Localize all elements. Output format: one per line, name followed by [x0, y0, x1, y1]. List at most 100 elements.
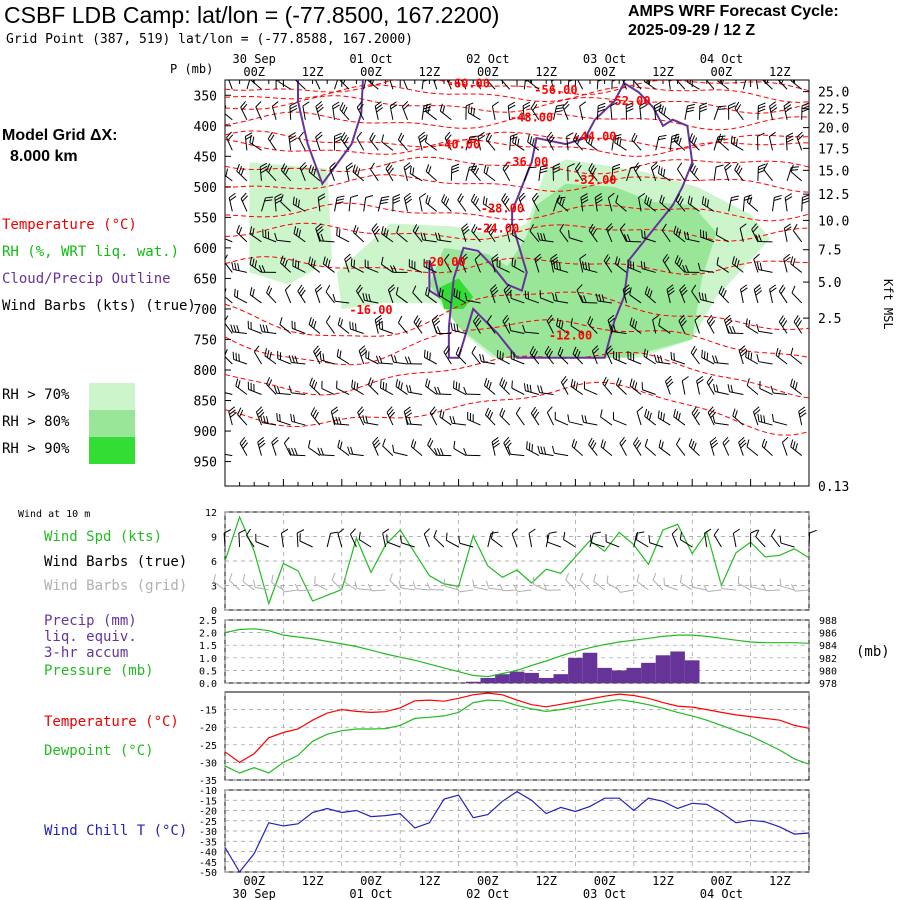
wind-barb	[353, 231, 365, 243]
wind-barb	[267, 138, 277, 151]
wind-barb	[225, 262, 233, 273]
surface-wind-barb	[423, 533, 430, 548]
wind-barb-flag	[444, 253, 450, 261]
wind-barb-flag	[605, 345, 612, 352]
wind-barb-flag	[374, 442, 381, 449]
bottom-date-label: 03 Oct	[583, 887, 626, 900]
surface-wind-barb-flag	[671, 528, 678, 535]
wind-barb	[527, 141, 540, 151]
wind-barb-flag	[260, 168, 268, 174]
wind-barb	[591, 350, 598, 365]
wind-barb-flag	[591, 442, 597, 450]
wind-barb	[337, 324, 350, 334]
grid-wind-barb-flag	[213, 574, 216, 582]
wind-barb-flag	[529, 384, 532, 393]
surface-wind-barb-flag	[296, 529, 305, 534]
wind-barb-flag	[799, 409, 806, 415]
wind-barb	[706, 321, 715, 334]
grid-wind-barb-flag	[690, 579, 694, 588]
wind-barb-flag	[322, 256, 326, 265]
wind-barb	[745, 325, 759, 334]
wind-barb	[700, 299, 715, 304]
wind-barb	[713, 136, 719, 151]
wind-barb-flag	[446, 134, 452, 141]
grid-wind-barb	[344, 581, 357, 591]
wind-barb	[364, 299, 379, 304]
wind-barb	[746, 446, 759, 456]
wind-barb-flag	[720, 287, 725, 296]
surface-wind-barb	[649, 542, 664, 548]
grid-wind-barb	[271, 581, 284, 591]
wind-barb-flag	[423, 232, 427, 241]
wind-barb-flag	[493, 442, 500, 449]
wind-barb-flag	[747, 350, 750, 359]
temperature-contour	[225, 319, 809, 366]
surface-wind-barb-flag	[755, 529, 760, 537]
wind-barb-flag	[608, 192, 615, 199]
wind-barb-flag	[271, 436, 278, 443]
bottom-hour-label: 00Z	[360, 874, 382, 888]
wind-barb-flag	[442, 105, 446, 114]
wind-barb-flag	[241, 195, 248, 202]
surface-wind-barb	[680, 539, 693, 548]
wind-barb	[587, 322, 598, 334]
wind-barb-flag	[420, 232, 424, 241]
wind-barb-flag	[559, 223, 565, 231]
wind-barb-flag	[567, 414, 570, 422]
top-hour-label: 12Z	[535, 65, 557, 79]
wind-barb-flag	[657, 165, 661, 174]
wind-barb-flag	[452, 416, 456, 424]
wind-barb-flag	[762, 72, 765, 79]
wind-barb	[503, 442, 511, 456]
precip-panel-ytick-label: 0.5	[199, 666, 217, 677]
grid-wind-barb	[593, 580, 605, 591]
wind-barb-flag	[784, 104, 792, 110]
wind-barb-flag	[537, 445, 541, 454]
top-hour-label: 12Z	[652, 65, 674, 79]
wind-barb-flag	[610, 101, 618, 107]
wind-barb-flag	[221, 104, 223, 111]
temperature-contour	[225, 84, 809, 103]
wind-barb	[232, 331, 247, 334]
surface-wind-barb-flag	[589, 535, 592, 543]
wind-barb-flag	[744, 194, 752, 198]
wind-barb	[511, 387, 525, 395]
wind-barb-flag	[489, 412, 494, 420]
wind-barb	[439, 295, 452, 304]
wind-barb-flag	[674, 255, 679, 263]
wind-barb-flag	[769, 284, 777, 290]
wind-barb-flag	[371, 223, 378, 230]
legend-cloud: Cloud/Precip Outline	[2, 271, 171, 287]
legend-rh90-label: RH > 90%	[2, 441, 70, 457]
wind-barb	[280, 201, 292, 212]
wind-barb-flag	[492, 289, 499, 296]
wind-barb	[332, 105, 335, 120]
wind-barb	[801, 197, 803, 212]
wind-barb-flag	[259, 162, 268, 168]
bottom-hour-label: 12Z	[535, 874, 557, 888]
surface-wind-barb	[245, 535, 255, 548]
wind-barb-flag	[581, 414, 585, 423]
wind-barb-flag	[590, 226, 596, 234]
top-hour-label: 12Z	[769, 65, 791, 79]
wind-barb	[713, 166, 717, 181]
wind-barb-flag	[756, 262, 760, 270]
wind-barb-flag	[703, 351, 706, 359]
wind-barb	[315, 136, 321, 151]
precip-panel-ytick-label: 2.0	[199, 629, 217, 640]
wind-barb-flag	[595, 196, 603, 201]
wind-barb-flag	[731, 195, 739, 199]
wind-barb-flag	[606, 223, 613, 230]
temperature-panel-ytick-label: -25	[199, 741, 217, 752]
wind-barb	[783, 228, 788, 242]
wind-barb-flag	[690, 440, 695, 449]
wind-barb	[555, 419, 569, 426]
wind-barb-flag	[769, 104, 777, 110]
wind-barb-flag	[453, 288, 456, 296]
wind-barb-flag	[801, 102, 809, 107]
wind-barb-flag	[508, 104, 516, 110]
wind-barb	[320, 359, 335, 365]
wind-barb-flag	[263, 415, 266, 424]
surface-wind-barb-flag	[713, 528, 720, 536]
wind-barb-flag	[619, 223, 626, 230]
